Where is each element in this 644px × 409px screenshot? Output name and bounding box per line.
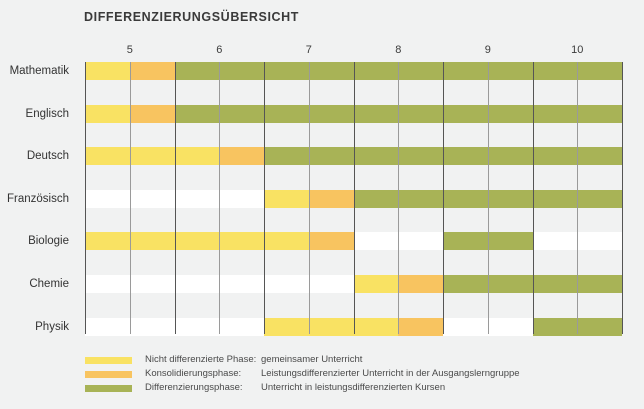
grid-line (264, 62, 265, 334)
grid-line (398, 62, 400, 334)
phase-bar-konsolidierung (398, 317, 443, 336)
phase-bar-konsolidierung (308, 232, 354, 251)
legend-swatch (85, 385, 132, 392)
phase-bar-nicht-differenziert (264, 189, 309, 208)
legend-phase-description: Leistungsdifferenzierter Unterricht in d… (261, 368, 520, 379)
subject-label: Französisch (7, 192, 69, 205)
phase-bar-konsolidierung (398, 275, 443, 293)
grid-line (622, 62, 623, 334)
phase-bar-nicht-differenziert (85, 62, 130, 80)
phase-bar-konsolidierung (129, 104, 175, 123)
legend-swatch (85, 357, 132, 364)
grade-label-10: 10 (571, 44, 584, 56)
grid-line (487, 62, 489, 334)
legend-phase-name: Konsolidierungsphase: (145, 368, 242, 379)
legend-swatch (85, 371, 132, 378)
subject-label: Biologie (28, 235, 69, 248)
grade-label-7: 7 (305, 44, 312, 56)
phase-bar-nicht-differenziert (85, 104, 130, 123)
grid-line (353, 62, 355, 334)
grid-line (308, 62, 310, 334)
grid-line (443, 62, 444, 334)
phase-bar-konsolidierung (219, 147, 264, 166)
subject-label: Englisch (25, 107, 69, 120)
subject-label: Chemie (29, 278, 69, 290)
grid-line (129, 62, 131, 334)
grid-line (532, 62, 534, 334)
phase-bar-nicht-differenziert (264, 317, 399, 336)
grade-label-5: 5 (126, 44, 133, 56)
subject-label: Physik (35, 320, 69, 333)
grade-label-8: 8 (395, 44, 402, 56)
grid-line (85, 62, 86, 334)
legend-phase-name: Nicht differenzierte Phase: (145, 354, 257, 365)
phase-bar-nicht-differenziert (85, 147, 220, 166)
legend-phase-name: Differenzierungsphase: (145, 382, 243, 393)
phase-bar-konsolidierung (308, 189, 354, 208)
subject-label: Deutsch (26, 150, 69, 163)
phase-bar-konsolidierung (129, 62, 175, 80)
phase-bar-nicht-differenziert (353, 275, 399, 293)
legend-phase-description: gemeinsamer Unterricht (261, 354, 363, 365)
phase-bar-nicht-differenziert (85, 232, 309, 251)
chart-title: DIFFERENZIERUNGSÜBERSICHT (84, 10, 300, 24)
subject-label: Mathematik (9, 65, 69, 77)
grid-line (219, 62, 221, 334)
grid-line (577, 62, 579, 334)
legend-phase-description: Unterricht in leistungsdifferenzierten K… (261, 382, 446, 393)
grade-label-9: 9 (484, 44, 491, 56)
grid-line (174, 62, 176, 334)
grade-label-6: 6 (216, 44, 223, 56)
